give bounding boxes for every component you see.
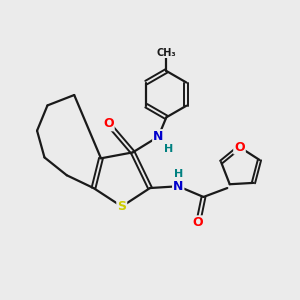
Text: H: H	[174, 169, 183, 179]
Text: H: H	[164, 143, 173, 154]
Text: S: S	[117, 200, 126, 213]
Text: O: O	[193, 216, 203, 229]
Text: CH₃: CH₃	[157, 47, 176, 58]
Text: O: O	[103, 117, 114, 130]
Text: N: N	[173, 180, 183, 193]
Text: O: O	[234, 141, 245, 154]
Text: N: N	[153, 130, 164, 143]
